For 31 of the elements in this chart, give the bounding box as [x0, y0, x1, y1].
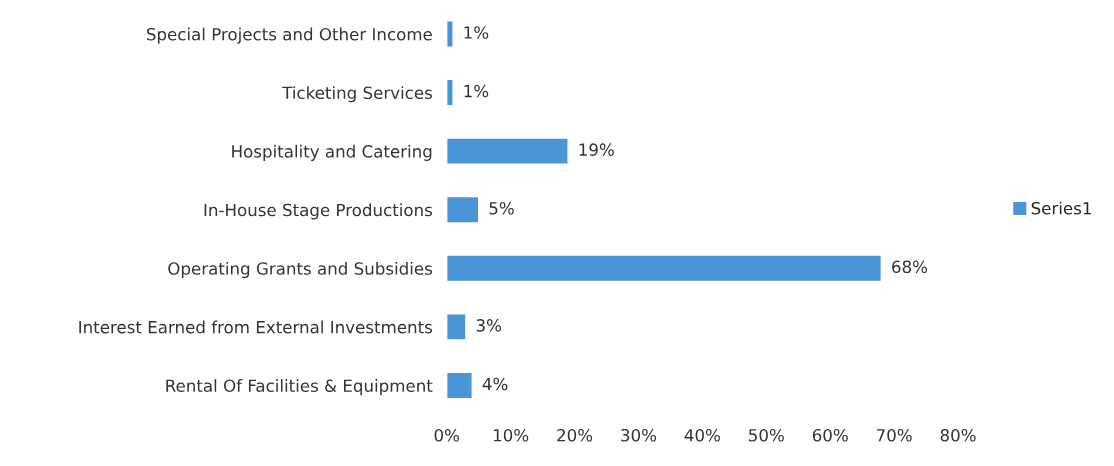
- x-tick-label: 80%: [940, 428, 976, 442]
- data-label: 3%: [476, 319, 501, 332]
- bar: [446, 254, 883, 283]
- x-tick-label: 20%: [557, 428, 593, 442]
- x-tick-label: 30%: [621, 428, 657, 442]
- data-label: 1%: [464, 84, 489, 98]
- x-tick-label: 60%: [812, 428, 848, 442]
- data-label: 68%: [892, 260, 928, 274]
- y-tick-label: Rental Of Facilities & Equipment: [166, 379, 433, 396]
- bar: [446, 137, 569, 165]
- data-label: 4%: [482, 377, 508, 391]
- y-tick-label: Special Projects and Other Income: [146, 27, 432, 44]
- y-tick-label: Ticketing Services: [282, 86, 433, 103]
- bar: [446, 371, 473, 400]
- x-tick-label: 0%: [434, 428, 460, 442]
- bar: [446, 20, 454, 48]
- data-label: 1%: [464, 26, 489, 39]
- legend-label: Series1: [1031, 201, 1091, 215]
- y-tick-label: Hospitality and Catering: [232, 144, 432, 161]
- x-tick-label: 50%: [749, 428, 784, 442]
- y-tick-label: In-House Stage Productions: [204, 203, 433, 220]
- x-tick-label: 10%: [493, 428, 529, 442]
- x-tick-label: 40%: [684, 428, 720, 442]
- bar: [446, 195, 480, 224]
- bar: [446, 78, 454, 107]
- y-tick-label: Interest Earned from External Investments: [79, 320, 433, 334]
- bar: [446, 312, 467, 341]
- x-tick-label: 70%: [876, 428, 912, 442]
- data-label: 5%: [489, 201, 514, 215]
- y-tick-label: Operating Grants and Subsidies: [168, 261, 433, 279]
- data-label: 19%: [579, 143, 614, 156]
